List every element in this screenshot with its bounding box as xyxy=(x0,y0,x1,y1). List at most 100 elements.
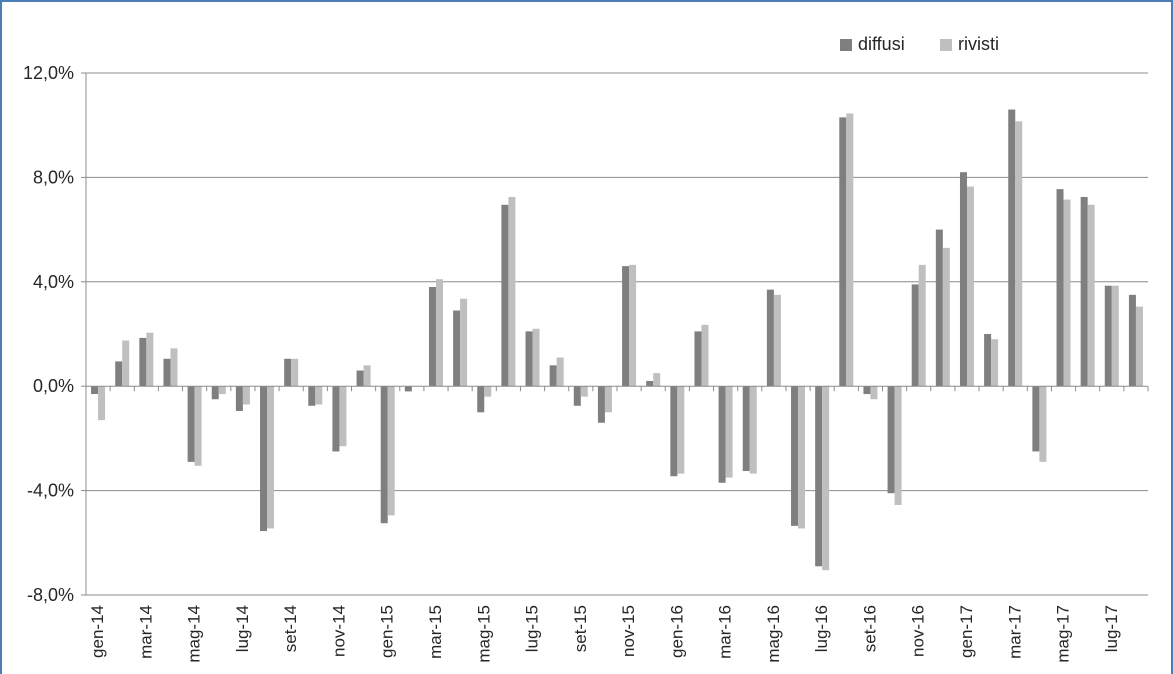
x-tick-label: mag-17 xyxy=(1054,605,1073,663)
x-tick-label: set-15 xyxy=(571,605,590,652)
bar-rivisti xyxy=(194,386,202,466)
bar-rivisti xyxy=(98,386,106,421)
bar-diffusi xyxy=(959,172,967,387)
x-tick-label: gen-16 xyxy=(667,605,686,658)
bar-diffusi xyxy=(453,310,461,387)
bar-diffusi xyxy=(235,386,243,411)
bar-rivisti xyxy=(435,279,443,387)
bar-diffusi xyxy=(1008,109,1016,387)
bar-rivisti xyxy=(508,196,516,387)
bar-rivisti xyxy=(629,264,637,387)
bar-rivisti xyxy=(773,294,781,387)
y-axis-ticks: -8,0% -4,0% 0,0% 4,0% 8,0% 12,0% xyxy=(23,63,74,605)
x-tick-label: mar-15 xyxy=(426,605,445,659)
bar-rivisti xyxy=(532,328,540,387)
x-tick-label: nov-14 xyxy=(329,605,348,657)
bar-diffusi xyxy=(380,386,388,524)
legend: diffusi rivisti xyxy=(840,34,999,54)
bar-rivisti xyxy=(218,386,226,395)
bar-rivisti xyxy=(315,386,323,405)
bar-diffusi xyxy=(501,204,509,387)
bars xyxy=(91,109,1143,571)
bar-rivisti xyxy=(291,358,299,387)
bar-diffusi xyxy=(791,386,799,526)
bar-rivisti xyxy=(387,386,395,516)
bar-rivisti xyxy=(918,264,926,387)
x-tick-label: mar-16 xyxy=(716,605,735,659)
bar-diffusi xyxy=(308,386,316,406)
x-tick-label: mar-17 xyxy=(1005,605,1024,659)
x-tick-label: lug-15 xyxy=(523,605,542,652)
bar-rivisti xyxy=(653,373,661,387)
bar-diffusi xyxy=(91,386,99,395)
bar-diffusi xyxy=(163,358,171,387)
x-axis-ticks: gen-14 mar-14 mag-14 lug-14 set-14 nov-14 gen-… xyxy=(88,605,1121,663)
bar-diffusi xyxy=(1080,196,1088,387)
bar-diffusi xyxy=(1056,189,1064,387)
bar-rivisti xyxy=(1135,306,1143,387)
bar-rivisti xyxy=(556,357,564,387)
bar-rivisti xyxy=(267,386,275,529)
bar-diffusi xyxy=(694,331,702,387)
x-tick-label: mar-14 xyxy=(136,605,155,659)
x-tick-label: mag-15 xyxy=(474,605,493,663)
bar-rivisti xyxy=(725,386,733,478)
bar-rivisti xyxy=(870,386,878,400)
bar-diffusi xyxy=(356,370,364,387)
bar-diffusi xyxy=(260,386,268,532)
bar-rivisti xyxy=(580,386,588,397)
y-tick-label: 8,0% xyxy=(33,167,74,187)
bar-diffusi xyxy=(863,386,871,395)
x-tick-label: lug-14 xyxy=(233,605,252,652)
legend-swatch-rivisti xyxy=(940,39,952,51)
bar-rivisti xyxy=(146,332,154,387)
legend-swatch-diffusi xyxy=(840,39,852,51)
bar-rivisti xyxy=(846,113,854,387)
bar-rivisti xyxy=(1063,199,1071,387)
bar-diffusi xyxy=(597,386,605,423)
bar-diffusi xyxy=(670,386,678,477)
bar-rivisti xyxy=(1039,386,1047,462)
bar-diffusi xyxy=(718,386,726,483)
bar-diffusi xyxy=(428,287,436,387)
bar-rivisti xyxy=(822,386,830,571)
x-tick-label: gen-15 xyxy=(378,605,397,658)
bar-diffusi xyxy=(1032,386,1040,452)
bar-diffusi xyxy=(935,229,943,387)
bar-rivisti xyxy=(604,386,612,413)
y-tick-label: 12,0% xyxy=(23,63,74,83)
axes xyxy=(81,72,1149,596)
bar-diffusi xyxy=(139,337,147,387)
bar-rivisti xyxy=(122,340,130,387)
bar-rivisti xyxy=(942,247,950,387)
bar-rivisti xyxy=(1111,285,1119,387)
bar-diffusi xyxy=(187,386,195,462)
bar-rivisti xyxy=(749,386,757,474)
x-tick-label: set-16 xyxy=(860,605,879,652)
x-tick-label: gen-14 xyxy=(88,605,107,658)
bar-diffusi xyxy=(477,386,485,413)
bar-diffusi xyxy=(646,380,654,387)
bar-diffusi xyxy=(887,386,895,494)
bar-diffusi xyxy=(815,386,823,567)
bar-diffusi xyxy=(766,289,774,387)
x-tick-label: set-14 xyxy=(281,605,300,652)
bar-diffusi xyxy=(984,334,992,387)
x-tick-label: nov-15 xyxy=(619,605,638,657)
bar-diffusi xyxy=(284,358,292,387)
legend-label-rivisti: rivisti xyxy=(958,34,999,54)
bar-diffusi xyxy=(525,331,533,387)
bar-rivisti xyxy=(1015,121,1023,387)
bar-diffusi xyxy=(404,386,412,392)
bar-rivisti xyxy=(701,324,709,387)
y-tick-label: 4,0% xyxy=(33,272,74,292)
bar-diffusi xyxy=(839,117,847,387)
y-tick-label: 0,0% xyxy=(33,376,74,396)
y-tick-label: -8,0% xyxy=(27,585,74,605)
bar-diffusi xyxy=(1104,285,1112,387)
x-tick-label: lug-16 xyxy=(812,605,831,652)
legend-label-diffusi: diffusi xyxy=(858,34,905,54)
bar-diffusi xyxy=(332,386,340,452)
